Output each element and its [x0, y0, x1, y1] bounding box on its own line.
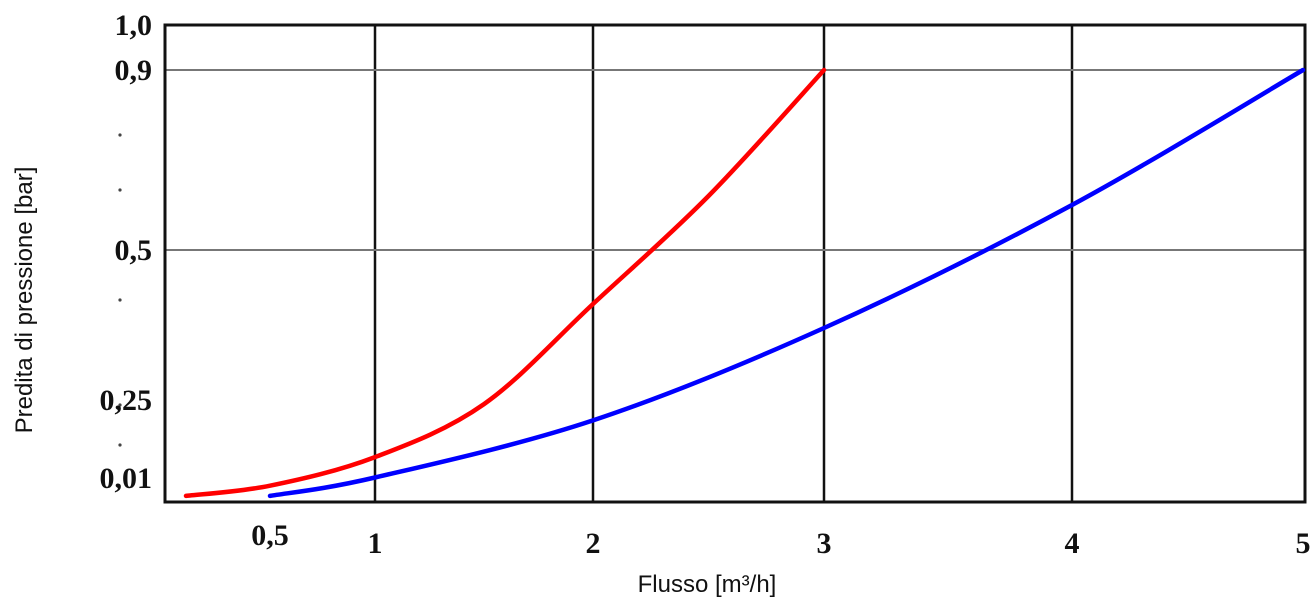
- y-minor-tick: [118, 133, 122, 137]
- series-line-2: [267, 67, 1306, 499]
- y-tick-label: 0,25: [100, 384, 153, 417]
- y-minor-tick: [118, 443, 122, 447]
- x-tick-label: 2: [586, 527, 601, 560]
- y-minor-tick: [118, 403, 122, 407]
- x-tick-label: 0,5: [251, 519, 289, 552]
- y-axis-label: Predita di pressione [bar]: [11, 167, 38, 434]
- y-tick-label: 0,9: [115, 54, 153, 87]
- x-tick-labels: 0,5 1 2 3 4 5: [251, 519, 1310, 560]
- grid-lines: [165, 25, 1305, 502]
- y-tick-label: 1,0: [115, 9, 153, 42]
- x-axis-label: Flusso [m³/h]: [638, 571, 777, 598]
- x-tick-label: 4: [1065, 527, 1080, 560]
- x-tick-label: 5: [1296, 527, 1311, 560]
- y-tick-label: 0,01: [100, 462, 153, 495]
- series-layer: [183, 67, 1306, 499]
- x-tick-label: 3: [817, 527, 832, 560]
- y-tick-label: 0,5: [115, 234, 153, 267]
- plot-frame: [163, 23, 1307, 504]
- y-minor-tick: [118, 188, 122, 192]
- y-tick-labels: 1,0 0,9 0,5 0,25 0,01: [100, 9, 153, 495]
- y-minor-tick: [118, 298, 122, 302]
- x-tick-label: 1: [368, 527, 383, 560]
- y-axis-minor-ticks: [118, 133, 122, 447]
- series-line-1: [183, 67, 827, 499]
